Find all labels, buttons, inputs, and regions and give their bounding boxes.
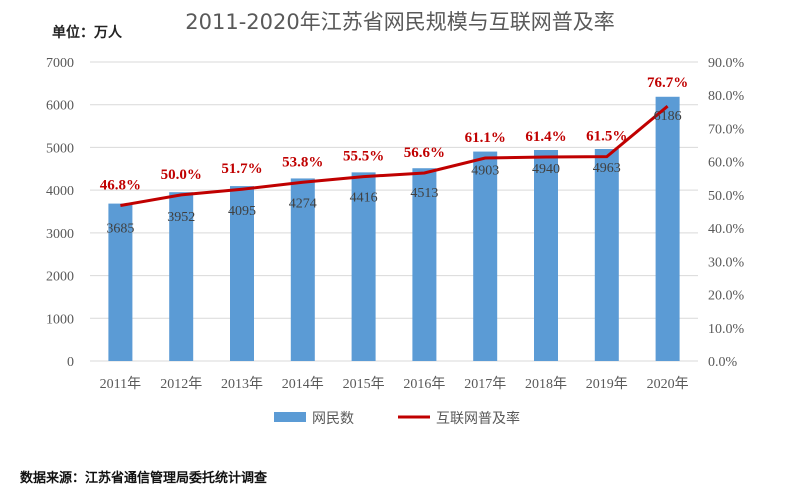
line-data-label: 56.6% (404, 145, 445, 161)
right-tick-label: 60.0% (708, 156, 745, 171)
unit-label: 单位：万人 (52, 25, 122, 41)
left-tick-label: 1000 (46, 312, 74, 327)
line-data-label: 61.4% (525, 129, 566, 145)
line-data-label: 55.5% (343, 149, 384, 165)
left-tick-label: 0 (67, 355, 74, 370)
left-tick-label: 4000 (46, 184, 74, 199)
right-tick-label: 20.0% (708, 289, 745, 304)
bar-data-label: 4513 (410, 186, 438, 201)
bar (473, 151, 498, 361)
bar-data-label: 4416 (350, 190, 378, 205)
right-tick-label: 90.0% (708, 56, 745, 71)
left-tick-label: 7000 (46, 56, 74, 71)
line-series (120, 105, 669, 207)
x-tick-label: 2011年 (100, 376, 141, 392)
right-tick-label: 80.0% (708, 89, 745, 104)
right-tick-label: 0.0% (708, 355, 738, 370)
bar (230, 186, 254, 361)
bar-data-label: 4095 (228, 204, 256, 219)
right-tick-label: 40.0% (708, 222, 745, 237)
line-data-label: 46.8% (100, 178, 141, 194)
line-data-label: 50.0% (161, 167, 202, 183)
left-tick-label: 2000 (46, 270, 74, 285)
left-tick-label: 6000 (46, 99, 74, 114)
bar (412, 168, 437, 361)
bar-data-label: 3685 (106, 222, 134, 237)
bar-data-label: 4963 (593, 161, 621, 176)
bar (655, 96, 680, 361)
x-tick-label: 2013年 (221, 376, 263, 392)
right-tick-label: 50.0% (708, 189, 745, 204)
bar (108, 203, 133, 361)
bar-data-label: 4940 (532, 162, 560, 177)
right-tick-label: 70.0% (708, 122, 745, 137)
line-data-label: 61.5% (586, 129, 627, 145)
bar (534, 149, 558, 361)
left-tick-label: 5000 (46, 141, 74, 156)
line-data-label: 76.7% (647, 75, 688, 91)
x-tick-label: 2020年 (647, 376, 689, 392)
bar-data-label: 4274 (289, 196, 317, 211)
legend-label: 网民数 (312, 411, 354, 427)
x-tick-label: 2016年 (403, 376, 445, 392)
bar (169, 192, 194, 361)
bar-data-label: 6186 (654, 109, 682, 124)
left-tick-label: 3000 (46, 227, 74, 242)
source-note: 数据来源：江苏省通信管理局委托统计调查 (20, 471, 268, 486)
bar (290, 178, 315, 361)
line-data-label: 61.1% (465, 130, 506, 146)
x-tick-label: 2018年 (525, 376, 567, 392)
right-tick-label: 30.0% (708, 255, 745, 270)
x-tick-label: 2014年 (282, 376, 324, 392)
bar (351, 172, 376, 361)
x-tick-label: 2015年 (343, 376, 385, 392)
legend-bar-swatch (274, 412, 306, 422)
legend-label: 互联网普及率 (436, 410, 520, 427)
line-data-label: 53.8% (282, 154, 323, 170)
bar-data-label: 3952 (167, 210, 195, 225)
chart-title: 2011-2020年江苏省网民规模与互联网普及率 (185, 10, 615, 34)
bar-data-label: 4903 (471, 164, 499, 179)
x-tick-label: 2012年 (160, 376, 202, 392)
x-tick-label: 2019年 (586, 376, 628, 392)
x-tick-label: 2017年 (464, 376, 506, 392)
bar (594, 149, 619, 361)
right-tick-label: 10.0% (708, 322, 745, 337)
line-data-label: 51.7% (221, 161, 262, 177)
